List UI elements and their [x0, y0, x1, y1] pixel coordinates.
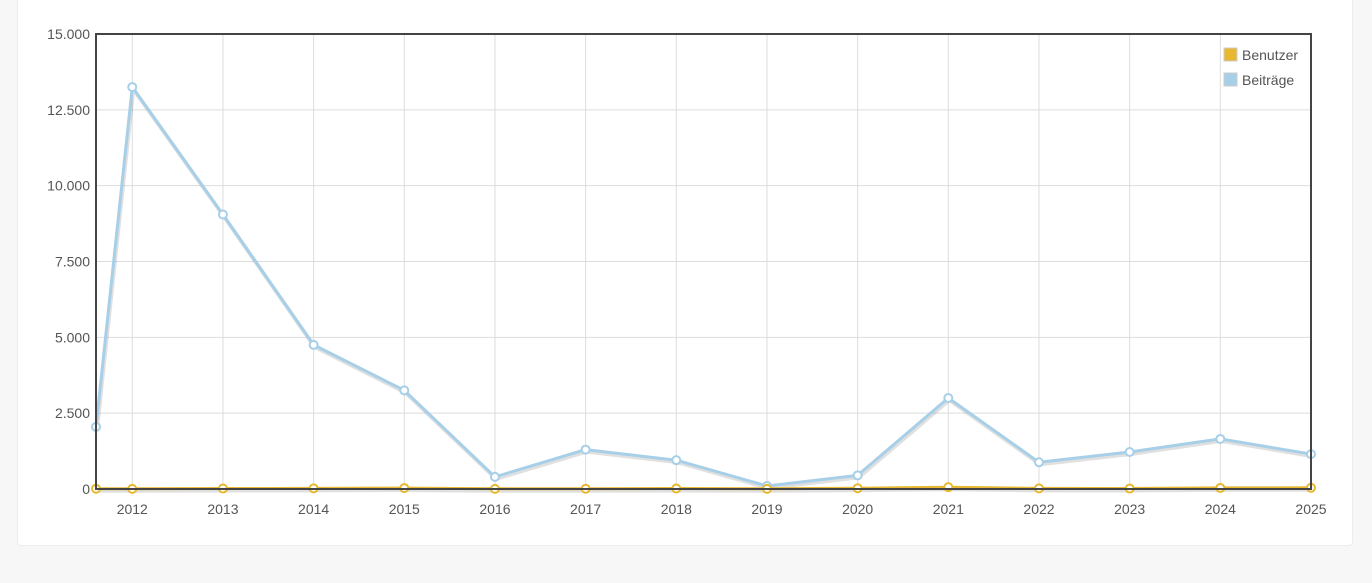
plot-frame [95, 33, 1312, 490]
data-point [1124, 446, 1135, 457]
y-tick-label: 7.500 [55, 254, 90, 270]
data-point [580, 444, 591, 455]
legend-swatch [1223, 47, 1238, 62]
legend-swatch [1223, 72, 1238, 87]
y-tick-label: 5.000 [55, 329, 90, 345]
y-tick-label: 2.500 [55, 405, 90, 421]
y-tick-label: 0 [82, 481, 90, 497]
data-point [943, 393, 954, 403]
data-point [671, 455, 682, 466]
x-tick-label: 2025 [1295, 501, 1326, 517]
data-point [1215, 433, 1226, 444]
x-tick-label: 2024 [1205, 501, 1236, 517]
x-tick-label: 2014 [298, 501, 329, 517]
legend-label: Benutzer [1242, 47, 1298, 63]
x-tick-label: 2020 [842, 501, 873, 517]
x-tick-label: 2019 [751, 501, 782, 517]
x-tick-label: 2016 [479, 501, 510, 517]
data-point [489, 471, 500, 482]
data-point [399, 385, 410, 396]
data-point [217, 209, 228, 220]
grid-lines [96, 33, 1312, 490]
data-point [127, 82, 138, 93]
data-point [1215, 482, 1226, 493]
legend: Benutzer Beiträge [1223, 47, 1298, 88]
x-tick-label: 2022 [1023, 501, 1054, 517]
x-tick-label: 2012 [117, 501, 148, 517]
y-tick-label: 12.500 [47, 102, 90, 118]
data-point [852, 470, 863, 481]
x-tick-label: 2018 [661, 501, 692, 517]
x-tick-label: 2021 [933, 501, 964, 517]
data-point [308, 339, 319, 350]
data-point [1033, 457, 1044, 468]
y-tick-label: 15.000 [47, 26, 90, 42]
legend-label: Beiträge [1242, 72, 1294, 88]
series-line-beitraege [94, 85, 1312, 488]
y-tick-label: 10.000 [47, 178, 90, 194]
x-tick-label: 2013 [207, 501, 238, 517]
x-axis-ticks: 2012 2013 2014 2015 2016 2017 2018 2019 2020 2021… [117, 501, 1327, 517]
x-tick-label: 2017 [570, 501, 601, 517]
x-tick-label: 2023 [1114, 501, 1145, 517]
x-tick-label: 2015 [389, 501, 420, 517]
y-axis-ticks: 15.000 12.500 10.000 7.500 5.000 2.500 0 [47, 26, 90, 497]
